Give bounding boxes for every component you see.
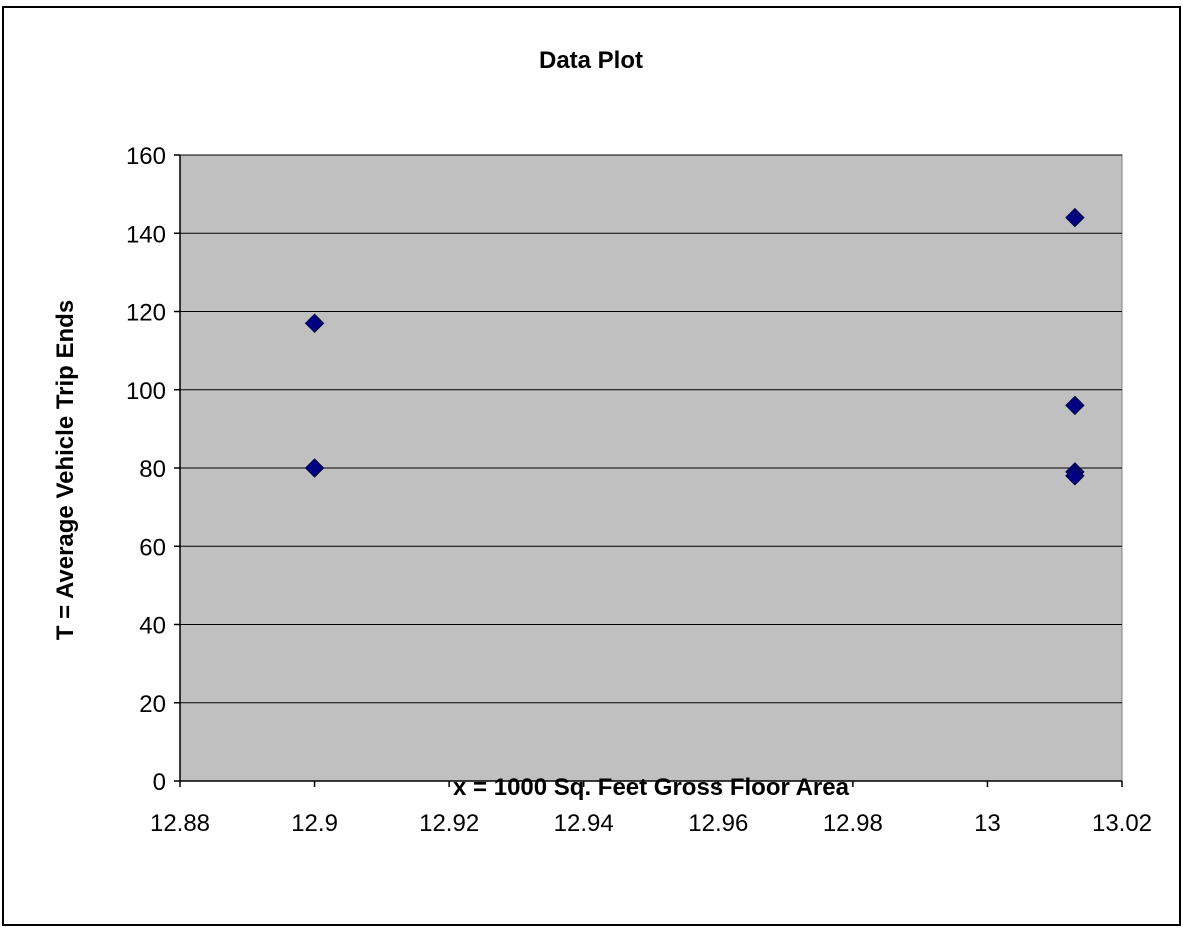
x-axis-ticks: 12.88 12.9 12.92 12.94 12.96 12.98 13 13.02 [150,781,1152,837]
y-tick-label: 80 [139,456,166,483]
y-tick-label: 140 [126,221,166,248]
x-tick-label: 12.98 [823,810,883,837]
y-tick-label: 60 [139,534,166,561]
x-tick-label: 12.9 [291,810,338,837]
y-tick-label: 20 [139,691,166,718]
x-tick-label: 12.96 [688,810,748,837]
data-point [304,313,325,333]
gridlines [180,154,1122,704]
x-tick-label: 12.94 [554,810,614,837]
x-tick-label: 13.02 [1092,810,1152,837]
data-points [304,207,1085,486]
data-point [1065,395,1085,416]
data-point [1065,207,1085,228]
y-tick-label: 40 [139,613,166,640]
data-point [1065,466,1085,486]
y-tick-label: 0 [153,769,166,796]
y-axis-title: T = Average Vehicle Trip Ends [52,300,79,640]
x-tick-label: 12.88 [150,810,210,837]
y-tick-label: 160 [126,143,166,170]
chart-title: Data Plot [539,47,643,74]
x-tick-label: 13 [974,810,1001,837]
y-axis-ticks: 0 20 40 60 80 100 120 140 160 [126,143,180,796]
x-axis-title: x = 1000 Sq. Feet Gross Floor Area [453,774,850,801]
x-tick-label: 12.92 [419,810,479,837]
y-tick-label: 100 [126,378,166,405]
y-tick-label: 120 [126,300,166,327]
data-point [304,458,325,478]
